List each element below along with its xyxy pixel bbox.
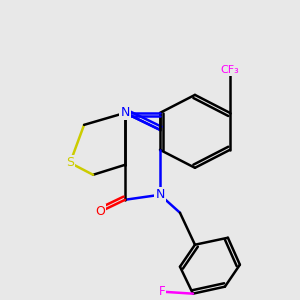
Text: S: S (66, 156, 74, 169)
Text: F: F (159, 285, 165, 298)
Text: N: N (120, 106, 130, 119)
Text: O: O (95, 205, 105, 218)
Text: CF₃: CF₃ (220, 65, 239, 75)
Text: N: N (155, 188, 165, 201)
